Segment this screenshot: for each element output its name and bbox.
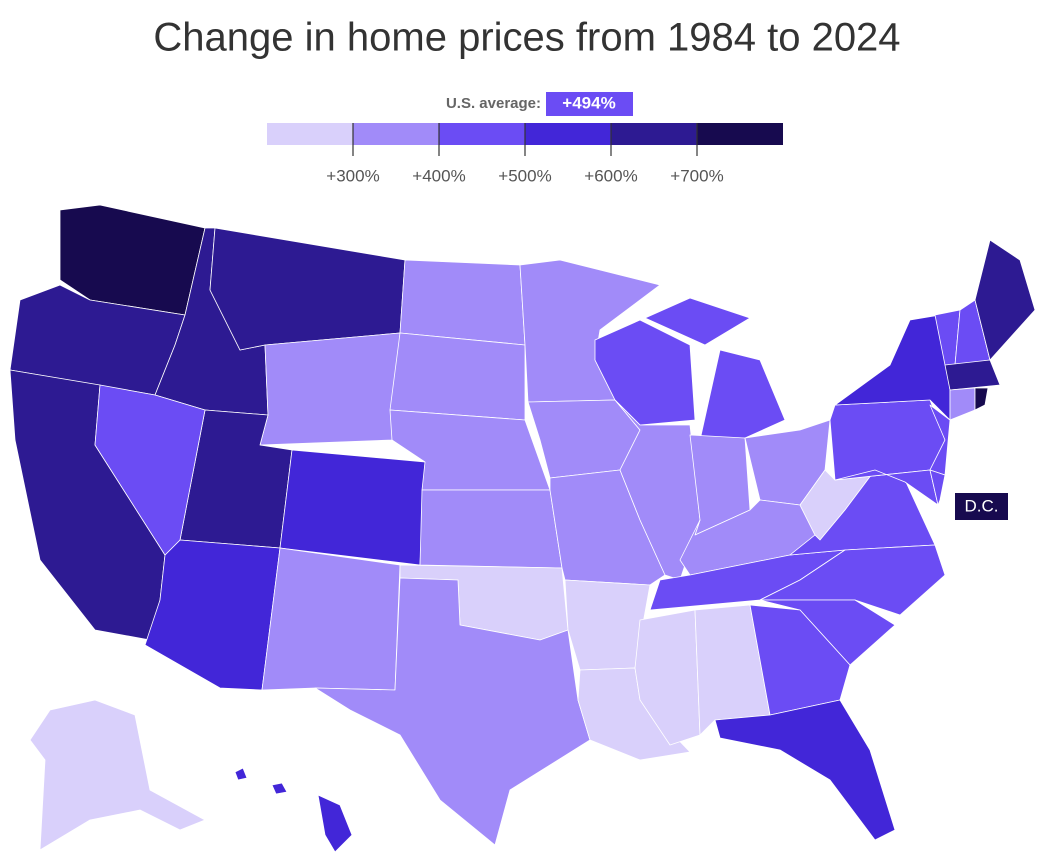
legend-tick-label: +400% [412, 166, 465, 185]
average-value: +494% [562, 93, 615, 112]
state [419, 489, 563, 569]
state [399, 259, 526, 346]
state [929, 469, 946, 506]
dc-box [955, 493, 1008, 520]
legend-tick-label: +500% [498, 166, 551, 185]
average-box [546, 92, 633, 116]
state [209, 227, 406, 351]
state [829, 399, 946, 481]
dc-label: D.C. [965, 496, 999, 515]
legend-swatch [611, 123, 697, 145]
legend: +300% +400% +500% +600% +700% [267, 123, 783, 185]
legend-swatch [439, 123, 525, 145]
state [749, 604, 851, 716]
state [29, 699, 206, 851]
legend-tick-label: +300% [326, 166, 379, 185]
chart-title: Change in home prices from 1984 to 2024 [153, 16, 900, 60]
state [614, 399, 701, 581]
legend-tick-label: +600% [584, 166, 637, 185]
state [594, 319, 696, 426]
legend-swatch [697, 123, 783, 145]
state [314, 577, 591, 846]
state [389, 332, 526, 421]
state [259, 332, 401, 446]
state [261, 547, 401, 691]
state [234, 767, 353, 853]
state [279, 449, 426, 566]
legend-swatch [353, 123, 439, 145]
dc-callout: D.C. [955, 493, 1008, 520]
state [144, 539, 281, 691]
legend-swatch [525, 123, 611, 145]
state [714, 699, 896, 841]
state [94, 384, 206, 556]
average-label: U.S. average: [446, 95, 541, 112]
state [949, 387, 976, 421]
map [9, 204, 1036, 853]
state [974, 387, 989, 411]
legend-swatch [267, 123, 353, 145]
state [944, 359, 1001, 391]
state [834, 469, 939, 506]
legend-tick-label: +700% [670, 166, 723, 185]
state [974, 239, 1036, 361]
